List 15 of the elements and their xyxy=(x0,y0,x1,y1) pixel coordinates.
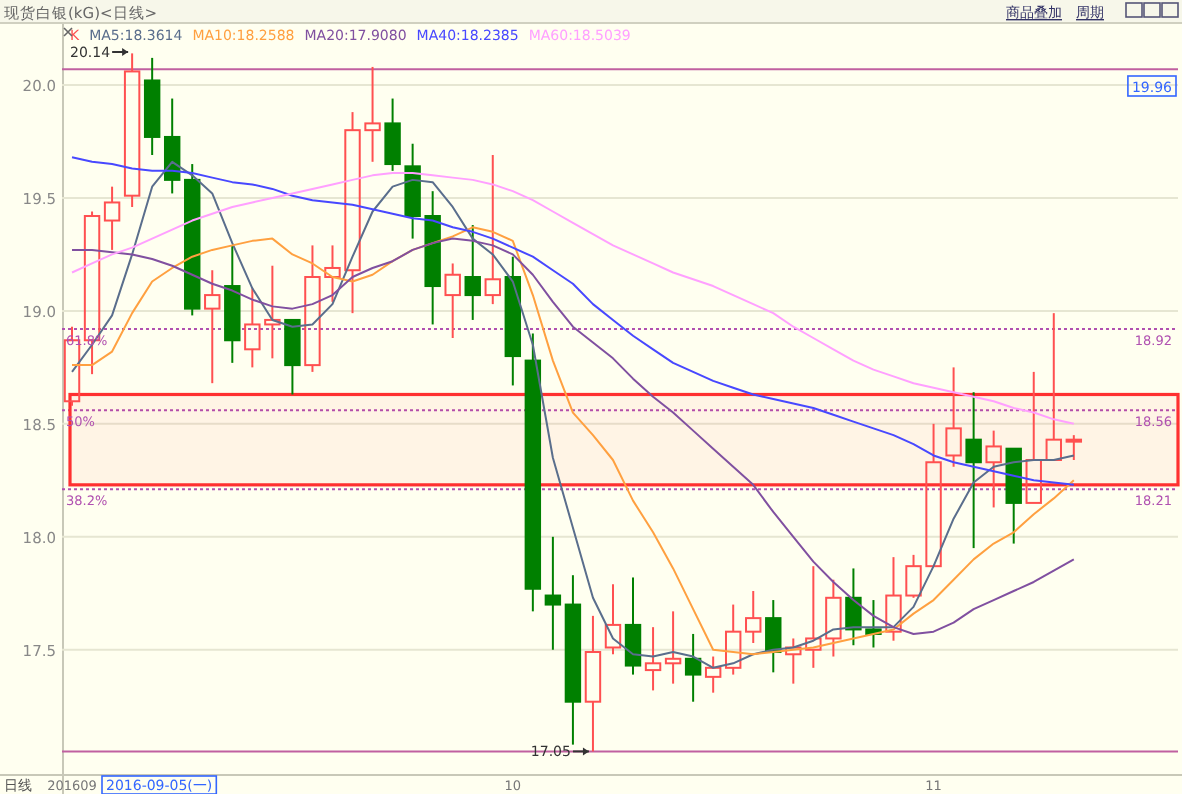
candlestick xyxy=(224,244,241,364)
candlestick xyxy=(504,255,522,387)
candlestick xyxy=(564,574,582,746)
candlestick xyxy=(444,262,461,340)
candlestick xyxy=(143,56,161,157)
candlestick xyxy=(524,332,542,613)
line-series xyxy=(71,172,1075,425)
candlestick xyxy=(584,614,602,753)
candlestick xyxy=(664,610,682,685)
candlestick xyxy=(644,626,662,692)
candlestick xyxy=(684,632,702,703)
candlestick xyxy=(965,391,982,550)
candlestick xyxy=(544,535,562,651)
candlestick xyxy=(204,269,221,385)
candlestick xyxy=(464,224,481,321)
